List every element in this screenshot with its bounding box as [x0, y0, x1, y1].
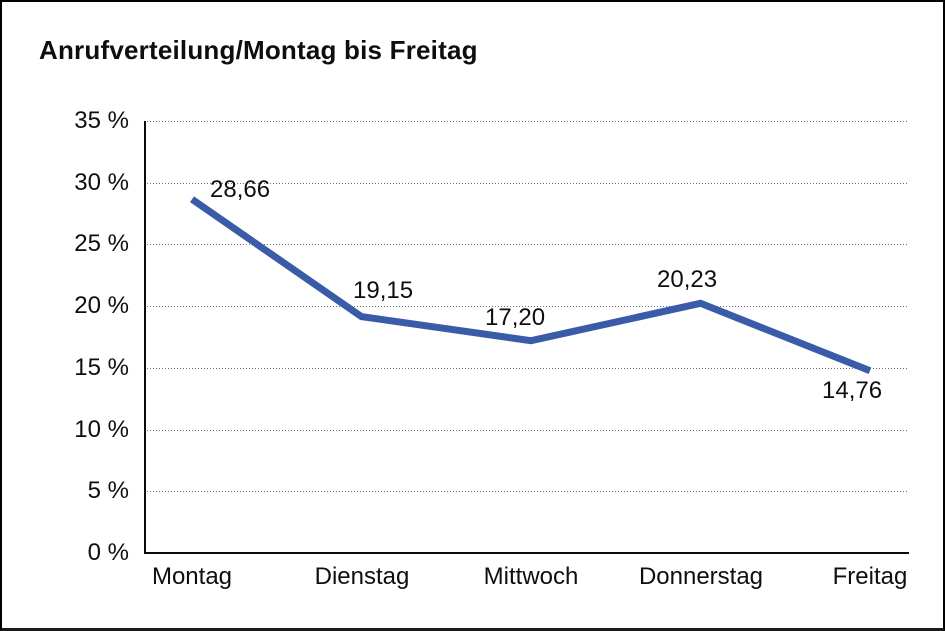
data-point-label: 28,66	[210, 176, 271, 203]
gridline-5	[147, 491, 909, 492]
x-category-label: Montag	[151, 563, 233, 590]
y-tick-label: 10 %	[74, 416, 129, 443]
x-category-label: Mittwoch	[483, 563, 579, 590]
line-series-path	[190, 196, 872, 375]
data-point-label: 19,15	[353, 277, 414, 304]
y-tick-label: 20 %	[74, 292, 129, 319]
x-category-label: Dienstag	[314, 563, 410, 590]
y-axis-line	[144, 121, 146, 554]
gridline-30	[147, 183, 909, 184]
y-tick-label: 5 %	[87, 477, 129, 504]
gridline-10	[147, 430, 909, 431]
x-category-label: Donnerstag	[638, 563, 764, 590]
data-point-label: 14,76	[822, 377, 883, 404]
gridline-15	[147, 368, 909, 369]
y-tick-label: 15 %	[74, 354, 129, 381]
y-tick-label: 35 %	[74, 107, 129, 134]
y-tick-label: 0 %	[87, 539, 129, 566]
x-category-label: Freitag	[832, 563, 908, 590]
y-tick-label: 30 %	[74, 169, 129, 196]
gridline-20	[147, 306, 909, 307]
gridline-35	[147, 121, 909, 122]
gridline-25	[147, 244, 909, 245]
data-point-label: 20,23	[657, 266, 718, 293]
chart-title: Anrufverteilung/Montag bis Freitag	[39, 35, 478, 65]
y-tick-label: 25 %	[74, 230, 129, 257]
x-axis-line	[144, 552, 909, 554]
data-point-label: 17,20	[485, 304, 546, 331]
